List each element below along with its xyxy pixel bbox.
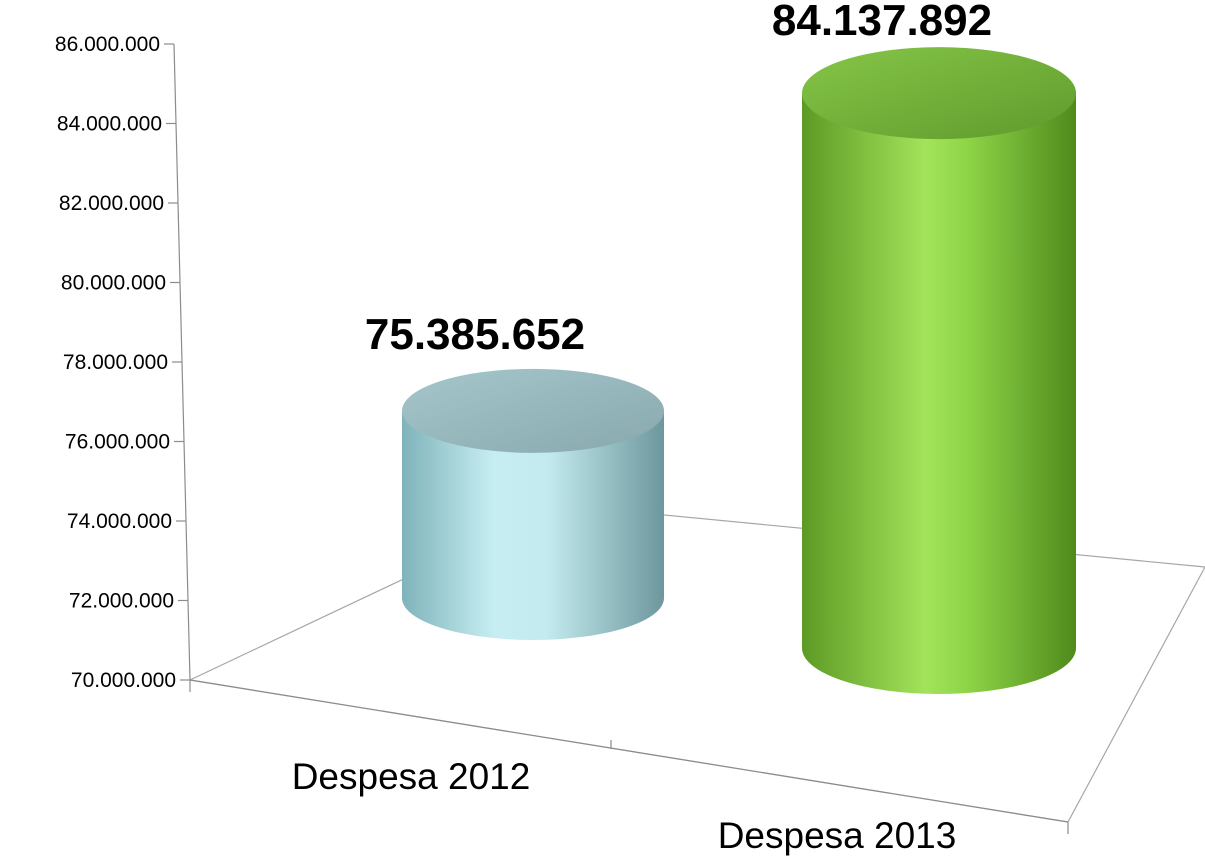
cylinder-body: [802, 93, 1076, 694]
y-tick-label: 86.000.000: [55, 33, 160, 56]
bars-group: [402, 47, 1076, 694]
x-category-label: Despesa 2012: [292, 756, 531, 797]
y-tick-label: 70.000.000: [71, 669, 176, 692]
data-labels-group: 75.385.652 84.137.892 Despesa 2012 Despesa …: [292, 0, 992, 856]
cylinder-top: [402, 368, 664, 453]
data-label: 75.385.652: [365, 310, 585, 359]
y-tick-label: 82.000.000: [59, 192, 164, 215]
data-label: 84.137.892: [772, 0, 992, 45]
cylinder-bar: [802, 47, 1076, 694]
y-tick-label: 74.000.000: [67, 510, 172, 533]
cylinder-top: [802, 47, 1076, 140]
x-category-label: Despesa 2013: [718, 815, 957, 856]
y-tick-label: 84.000.000: [57, 113, 162, 136]
cylinder-body: [402, 410, 664, 640]
y-tick-label: 72.000.000: [69, 590, 174, 613]
x-axis-line: [189, 679, 1069, 823]
y-tick-label: 78.000.000: [63, 351, 168, 374]
y-axis: 70.000.000 72.000.000 74.000.000 76.000.000…: [55, 33, 191, 692]
y-tick-label: 76.000.000: [65, 431, 170, 454]
cylinder-bar: [402, 368, 664, 640]
y-tick-label: 80.000.000: [61, 272, 166, 295]
